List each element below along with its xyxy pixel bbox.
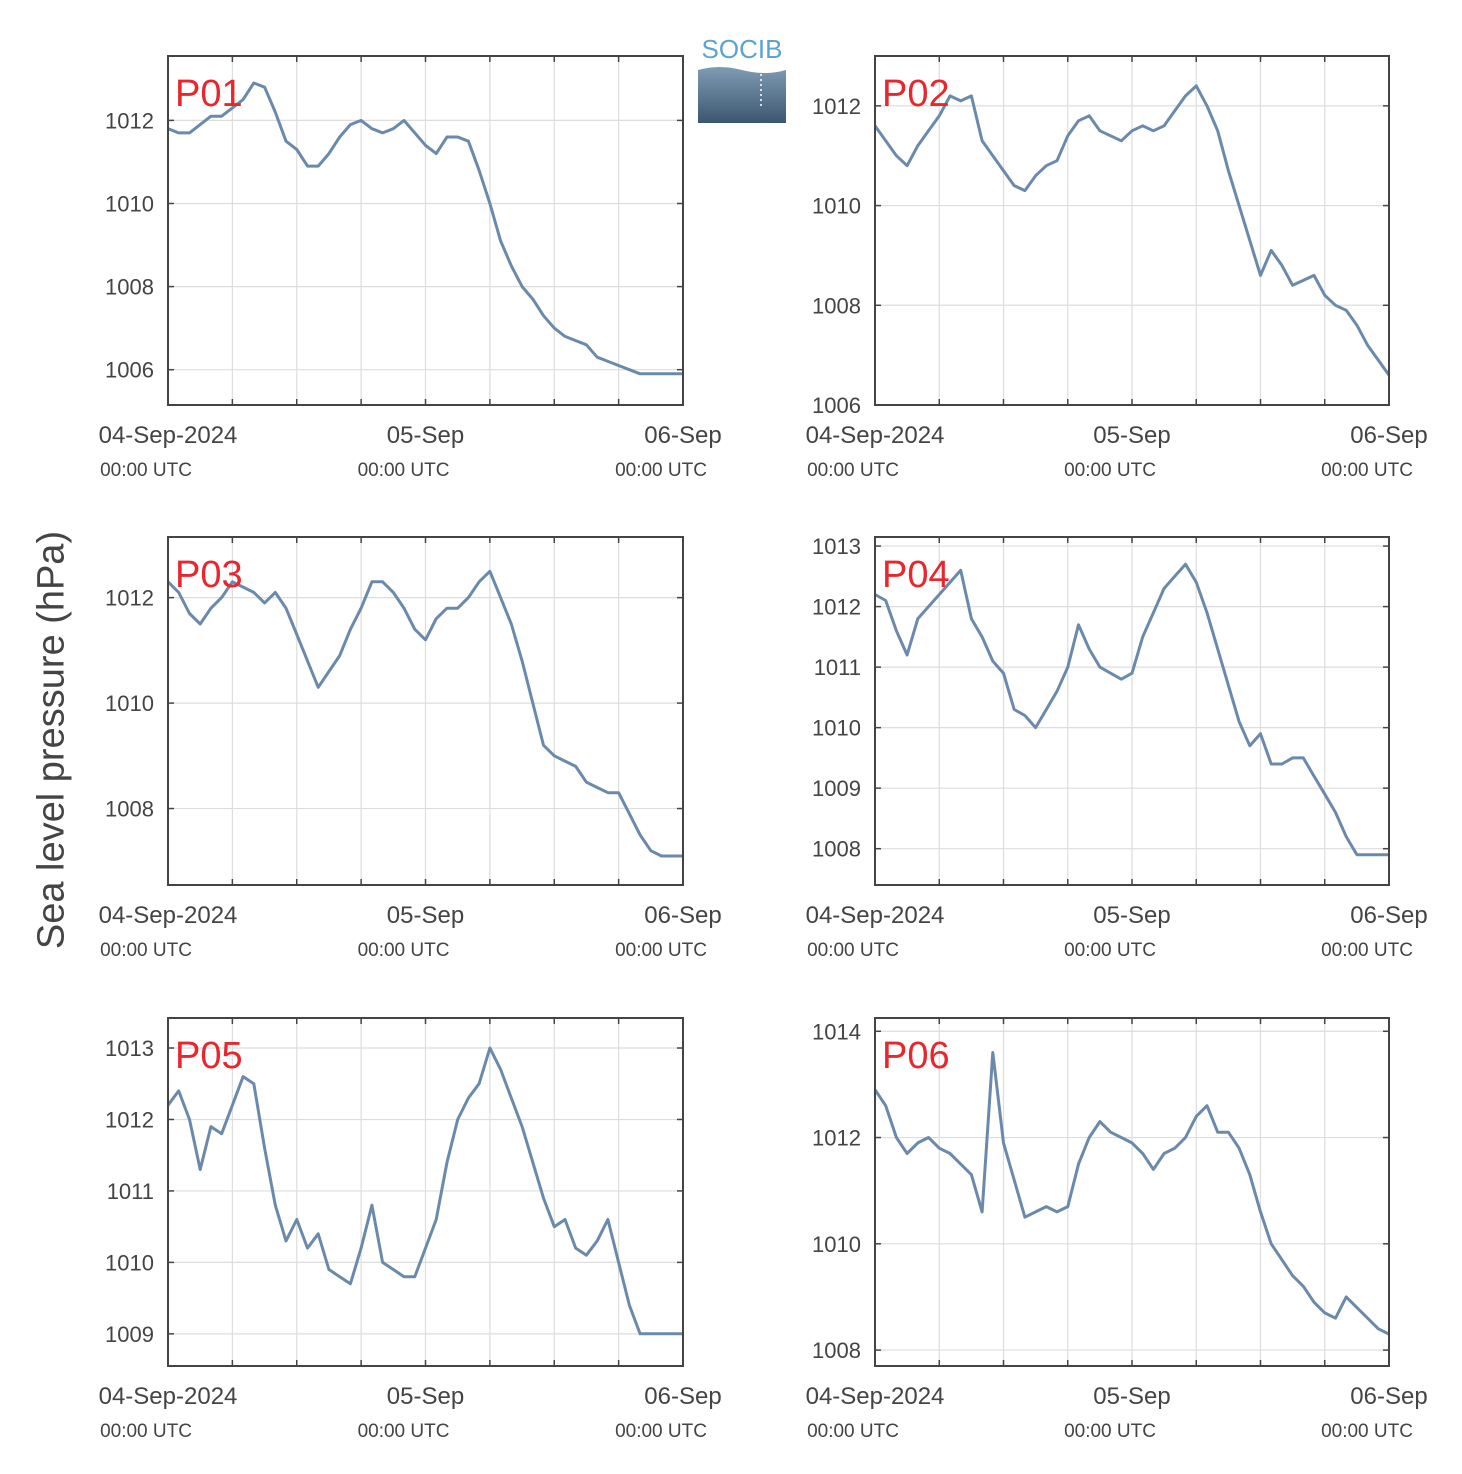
series-line-p04 xyxy=(874,562,1389,857)
y-tick-label: 1008 xyxy=(812,1338,861,1363)
x-tick-label: 04-Sep-2024 xyxy=(99,902,238,929)
plot-frame xyxy=(167,536,684,886)
x-tick-label: 05-Sep xyxy=(387,1383,464,1410)
y-tick-label: 1010 xyxy=(812,716,861,741)
socib-logo: SOCIB xyxy=(697,34,787,124)
plot-frame xyxy=(874,536,1390,886)
x-tick-label: 04-Sep-2024 xyxy=(806,902,945,929)
x-tick-sublabel: 00:00 UTC xyxy=(358,460,450,481)
x-tick-label: 04-Sep-2024 xyxy=(99,1383,238,1410)
x-tick-sublabel: 00:00 UTC xyxy=(615,1421,707,1442)
y-tick-label: 1006 xyxy=(812,393,861,418)
station-label: P01 xyxy=(175,73,243,115)
x-tick-label: 06-Sep xyxy=(1350,1383,1427,1410)
y-tick-label: 1009 xyxy=(105,1322,154,1347)
y-tick-label: 1008 xyxy=(812,837,861,862)
y-tick-label: 1009 xyxy=(812,776,861,801)
x-tick-label: 06-Sep xyxy=(644,422,721,449)
series-line-p03 xyxy=(166,569,683,858)
plot-frame xyxy=(874,55,1390,406)
panel-p04: 1008 1009 1010 1011 1012 1013 04-Sep-2024 00:00… xyxy=(806,534,1428,961)
station-label: P03 xyxy=(175,554,243,596)
y-tick-label: 1012 xyxy=(812,1126,861,1151)
y-tick-label: 1013 xyxy=(105,1036,154,1061)
y-tick-label: 1011 xyxy=(814,655,861,680)
x-tick-sublabel: 00:00 UTC xyxy=(807,940,899,961)
x-tick-sublabel: 00:00 UTC xyxy=(100,460,192,481)
x-tick-sublabel: 00:00 UTC xyxy=(1321,460,1413,481)
x-tick-sublabel: 00:00 UTC xyxy=(615,460,707,481)
x-tick-label: 05-Sep xyxy=(1093,902,1170,929)
x-tick-label: 05-Sep xyxy=(387,422,464,449)
x-tick-sublabel: 00:00 UTC xyxy=(1064,940,1156,961)
x-tick-sublabel: 00:00 UTC xyxy=(358,1421,450,1442)
series-line-p02 xyxy=(873,84,1391,376)
y-tick-label: 1010 xyxy=(812,194,861,219)
y-tick-label: 1011 xyxy=(107,1179,154,1204)
y-tick-label: 1013 xyxy=(812,534,861,559)
x-tick-sublabel: 00:00 UTC xyxy=(1064,460,1156,481)
y-tick-label: 1012 xyxy=(812,94,861,119)
series-line-p05 xyxy=(166,1046,683,1336)
logo-text: SOCIB xyxy=(702,34,783,64)
y-axis-label: Sea level pressure (hPa) xyxy=(30,530,73,950)
x-tick-label: 05-Sep xyxy=(1093,1383,1170,1410)
y-tick-label: 1012 xyxy=(105,586,154,611)
panel-p03: 1008 1010 1012 04-Sep-2024 00:00 UTC 05-Sep 00… xyxy=(99,536,722,961)
x-tick-label: 05-Sep xyxy=(387,902,464,929)
x-tick-sublabel: 00:00 UTC xyxy=(615,940,707,961)
station-label: P04 xyxy=(882,554,950,596)
y-tick-label: 1010 xyxy=(105,1250,154,1275)
y-tick-label: 1006 xyxy=(105,358,154,383)
x-tick-label: 05-Sep xyxy=(1093,422,1170,449)
x-tick-sublabel: 00:00 UTC xyxy=(1064,1421,1156,1442)
y-tick-label: 1010 xyxy=(812,1232,861,1257)
x-tick-sublabel: 00:00 UTC xyxy=(1321,940,1413,961)
y-tick-label: 1012 xyxy=(105,108,154,133)
panel-p02: 1006 1008 1010 1012 04-Sep-2024 00:00 UTC 05-S… xyxy=(806,55,1428,481)
y-tick-label: 1010 xyxy=(105,691,154,716)
x-tick-label: 04-Sep-2024 xyxy=(806,1383,945,1410)
y-tick-label: 1010 xyxy=(105,191,154,216)
y-tick-label: 1012 xyxy=(105,1107,154,1132)
station-label: P05 xyxy=(175,1035,243,1077)
plot-frame xyxy=(167,1017,684,1367)
x-tick-sublabel: 00:00 UTC xyxy=(807,1421,899,1442)
plot-frame xyxy=(167,55,684,406)
y-tick-label: 1012 xyxy=(812,595,861,620)
station-label: P02 xyxy=(882,73,950,115)
x-tick-label: 06-Sep xyxy=(1350,902,1427,929)
y-tick-label: 1008 xyxy=(105,797,154,822)
x-tick-sublabel: 00:00 UTC xyxy=(100,940,192,961)
y-tick-label: 1008 xyxy=(812,293,861,318)
x-tick-label: 04-Sep-2024 xyxy=(806,422,945,449)
panel-p06: 1008 1010 1012 1014 04-Sep-2024 00:00 UTC 05-S… xyxy=(806,1017,1428,1442)
series-line-p01 xyxy=(167,81,683,376)
plot-frame xyxy=(874,1017,1390,1367)
x-tick-sublabel: 00:00 UTC xyxy=(358,940,450,961)
x-tick-label: 06-Sep xyxy=(1350,422,1427,449)
series-line-p06 xyxy=(873,1051,1390,1336)
x-tick-label: 06-Sep xyxy=(644,1383,721,1410)
y-tick-label: 1014 xyxy=(812,1019,861,1044)
station-label: P06 xyxy=(882,1035,950,1077)
x-tick-label: 04-Sep-2024 xyxy=(99,422,238,449)
x-tick-sublabel: 00:00 UTC xyxy=(1321,1421,1413,1442)
panel-p01: 1006 1008 1010 1012 04-Sep-2024 00:00 UTC 05-S… xyxy=(99,55,722,481)
x-tick-sublabel: 00:00 UTC xyxy=(807,460,899,481)
panel-p05: 1009 1010 1011 1012 1013 04-Sep-2024 00:00 UTC… xyxy=(99,1017,722,1442)
x-tick-label: 06-Sep xyxy=(644,902,721,929)
x-tick-sublabel: 00:00 UTC xyxy=(100,1421,192,1442)
y-tick-label: 1008 xyxy=(105,275,154,300)
